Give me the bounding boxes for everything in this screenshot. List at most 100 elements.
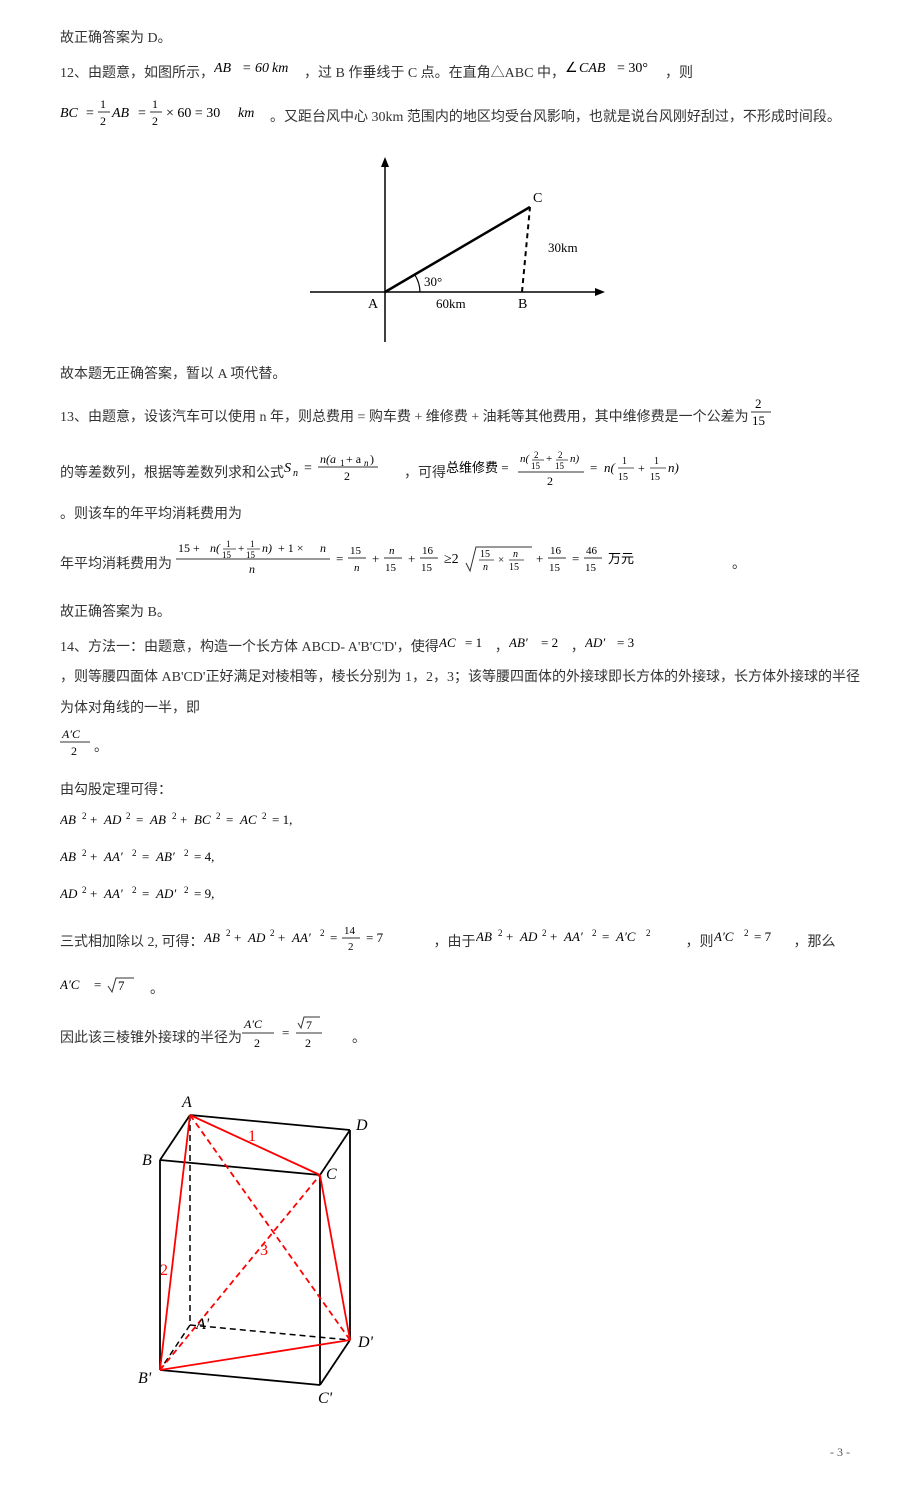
cuboid-label-dp: D' xyxy=(357,1334,374,1351)
svg-text:= 1: = 1 xyxy=(465,635,482,650)
q14-diagram: A B C D A' B' C' D' 1 2 3 xyxy=(120,1075,420,1415)
q14-eq2: AB2+ AA′2= AB′2= 4, xyxy=(60,847,860,878)
q13-text-a: 13、由题意，设该汽车可以使用 n 年， xyxy=(60,403,298,434)
svg-text:n: n xyxy=(389,545,395,557)
formula-angle: ∠CAB= 30° xyxy=(565,59,665,90)
formula-ac-sqrt7: A′C = 7 xyxy=(60,973,150,1008)
svg-text:S: S xyxy=(284,461,291,476)
svg-text:7: 7 xyxy=(118,978,125,993)
q12-text-c: ，则 xyxy=(665,59,693,90)
svg-text:=: = xyxy=(330,930,337,945)
svg-text:= 2: = 2 xyxy=(541,635,558,650)
svg-text:15: 15 xyxy=(421,562,433,574)
svg-text:n): n) xyxy=(570,453,580,465)
svg-text:= 7: = 7 xyxy=(366,930,384,945)
svg-text:= 9,: = 9, xyxy=(194,886,214,901)
svg-text:km: km xyxy=(238,106,254,121)
svg-text:2: 2 xyxy=(558,450,563,460)
svg-text:): ) xyxy=(370,452,374,466)
svg-text:n: n xyxy=(513,549,518,560)
svg-text:15: 15 xyxy=(350,545,362,557)
svg-text:+: + xyxy=(180,812,187,827)
q13-conclusion: 故正确答案为 B。 xyxy=(60,600,860,627)
q14-text-b: ，则等腰四面体 AB'CD'正好满足对棱相等，棱长分别为 1，2，3；该等腰四面… xyxy=(60,663,860,725)
svg-text:2: 2 xyxy=(172,811,177,821)
svg-text:=: = xyxy=(138,106,146,121)
diagram-label-c: C xyxy=(533,191,542,206)
svg-text:AD: AD xyxy=(60,886,78,901)
svg-text:1: 1 xyxy=(622,456,627,467)
svg-text:2: 2 xyxy=(344,469,350,483)
q14-ac-sqrt: A′C=7 。 xyxy=(60,973,860,1008)
svg-text:2: 2 xyxy=(71,744,77,758)
svg-text:15 +: 15 + xyxy=(178,541,200,555)
svg-text:AB: AB xyxy=(60,812,76,827)
svg-text:1: 1 xyxy=(250,539,255,549)
svg-text:2: 2 xyxy=(744,928,749,938)
svg-text:2: 2 xyxy=(305,1036,311,1050)
svg-text:2: 2 xyxy=(152,114,158,128)
svg-text:n: n xyxy=(249,562,255,576)
svg-text:AB: AB xyxy=(204,930,220,945)
svg-text:A′C: A′C xyxy=(615,929,636,944)
q13-line3: 年平均消耗费用为 15 + n( 115 + 115 n) + 1 × n n … xyxy=(60,537,860,594)
svg-text:AB: AB xyxy=(60,849,76,864)
svg-text:2: 2 xyxy=(270,928,275,938)
svg-text:BC: BC xyxy=(60,106,79,121)
svg-text:+: + xyxy=(234,930,241,945)
svg-text:+ 1 ×: + 1 × xyxy=(278,541,304,555)
svg-text:15: 15 xyxy=(650,472,660,483)
svg-text:2: 2 xyxy=(100,114,106,128)
svg-text:AA′: AA′ xyxy=(103,886,123,901)
formula-sum7: AB2 + AD2 + AA′2 = 142 = 7 xyxy=(204,920,434,967)
q14-comma2: ， xyxy=(571,633,585,664)
svg-text:1: 1 xyxy=(654,456,659,467)
q14-final: 因此该三棱锥外接球的半径为 A′C 2 = 7 2 。 xyxy=(60,1014,860,1065)
svg-text:2: 2 xyxy=(534,450,539,460)
cuboid-edge-2: 2 xyxy=(160,1262,168,1279)
q14-sum: 三式相加除以 2, 可得： AB2 + AD2 + AA′2 = 142 = 7… xyxy=(60,920,860,967)
svg-text:2: 2 xyxy=(184,848,189,858)
q12-line1: 12、由题意，如图所示， AB= 60km ，过 B 作垂线于 C 点。在直角△… xyxy=(60,59,860,90)
svg-text:= 1,: = 1, xyxy=(272,812,292,827)
svg-text:= 4,: = 4, xyxy=(194,849,214,864)
diagram-label-a: A xyxy=(368,297,379,312)
formula-ab2: AB′= 2 xyxy=(509,633,571,664)
svg-text:AC: AC xyxy=(439,635,456,650)
svg-text:2: 2 xyxy=(132,848,137,858)
svg-text:=: = xyxy=(572,551,579,566)
svg-text:= 30°: = 30° xyxy=(617,61,648,76)
page-container: 故正确答案为 D。 12、由题意，如图所示， AB= 60km ，过 B 作垂线… xyxy=(0,0,920,1500)
svg-text:AD: AD xyxy=(103,812,122,827)
svg-text:n: n xyxy=(293,468,298,479)
cuboid-label-ap: A' xyxy=(195,1316,210,1333)
svg-text:15: 15 xyxy=(585,562,597,574)
svg-text:A′C: A′C xyxy=(60,977,80,992)
formula-diag-eq: AB2+ AD2+ AA′2= A′C2 xyxy=(476,927,686,960)
svg-text:15: 15 xyxy=(480,549,490,560)
svg-text:+: + xyxy=(90,886,97,901)
svg-text:AB: AB xyxy=(111,106,130,121)
svg-text:+: + xyxy=(90,812,97,827)
cuboid-label-b: B xyxy=(142,1152,152,1169)
svg-text:2: 2 xyxy=(82,885,87,895)
q14-sum-a: 三式相加除以 2, 可得： xyxy=(60,928,204,959)
q14-line1: 14、方法一：由题意，构造一个长方体 ABCD- A'B'C'D'，使得 AC=… xyxy=(60,633,860,772)
diagram-angle: 30° xyxy=(424,274,442,289)
q14-pythag-intro: 由勾股定理可得： xyxy=(60,778,860,805)
svg-text:=: = xyxy=(142,849,149,864)
svg-text:=: = xyxy=(602,929,609,944)
formula-ad3: AD′= 3 xyxy=(585,633,647,664)
svg-text:2: 2 xyxy=(348,941,354,953)
svg-text:A′C: A′C xyxy=(61,727,81,741)
svg-text:=: = xyxy=(94,977,101,992)
svg-text:n: n xyxy=(320,541,326,555)
svg-text:AA′: AA′ xyxy=(563,929,583,944)
q14-period2: 。 xyxy=(94,733,108,764)
svg-text:AC: AC xyxy=(239,812,257,827)
svg-text:A′C: A′C xyxy=(243,1017,263,1031)
diagram-label-b: B xyxy=(518,297,527,312)
svg-text:n(: n( xyxy=(520,453,531,465)
svg-text:1: 1 xyxy=(152,97,158,111)
svg-text:=: = xyxy=(282,1025,289,1040)
